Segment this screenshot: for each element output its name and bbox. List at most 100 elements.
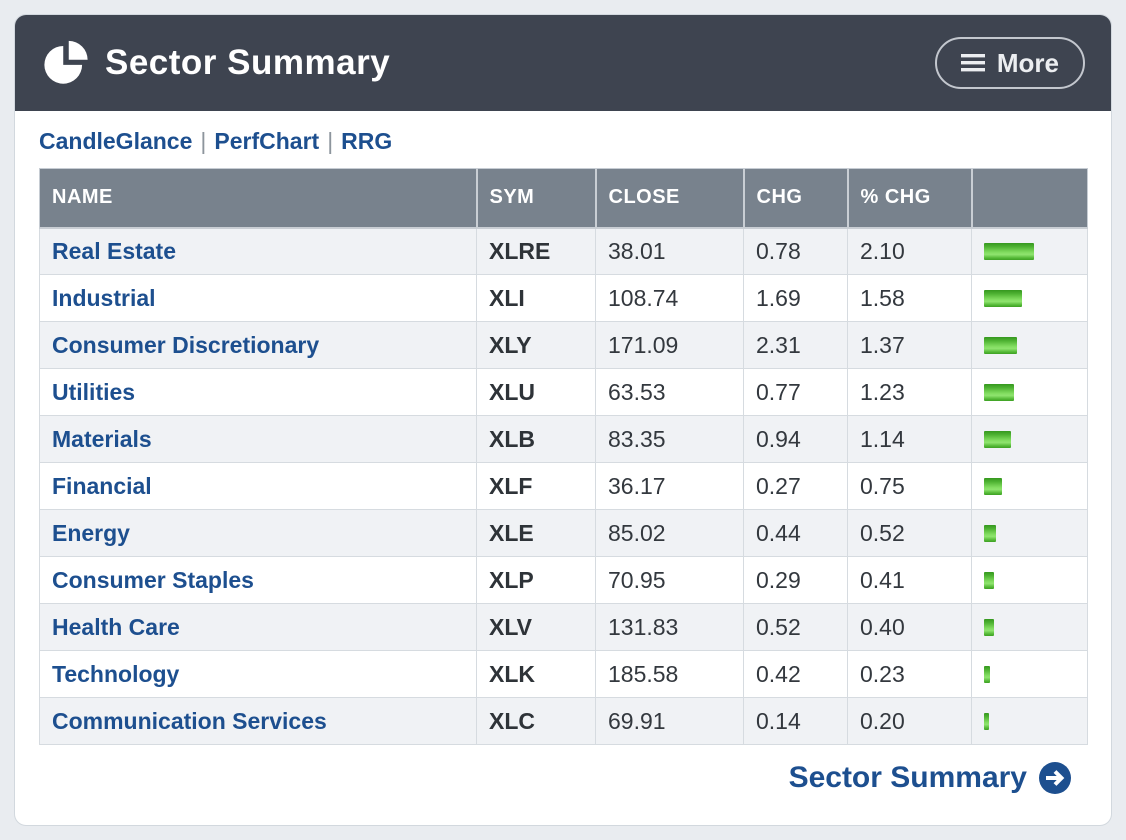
- bar-cell: [971, 603, 1088, 651]
- quicklinks-bar: CandleGlance | PerfChart | RRG: [15, 111, 1111, 168]
- table-row: Energy XLE 85.02 0.44 0.52: [39, 509, 1088, 557]
- symbol-cell: XLF: [476, 462, 596, 510]
- sector-name-cell: Financial: [39, 462, 477, 510]
- widget-header: Sector Summary More: [15, 15, 1111, 111]
- link-separator: |: [327, 128, 334, 154]
- close-cell: 171.09: [595, 321, 744, 369]
- sector-name-link[interactable]: Consumer Staples: [52, 566, 254, 593]
- close-cell: 131.83: [595, 603, 744, 651]
- sector-name-link[interactable]: Industrial: [52, 284, 156, 311]
- pct-chg-cell: 1.14: [847, 415, 972, 463]
- hamburger-menu-icon: [960, 54, 985, 72]
- symbol-cell: XLV: [476, 603, 596, 651]
- chg-cell: 0.44: [743, 509, 848, 557]
- pct-chg-bar: [984, 477, 1002, 495]
- pct-chg-bar: [984, 336, 1017, 354]
- footer-link-label: Sector Summary: [788, 761, 1027, 794]
- symbol-cell: XLK: [476, 650, 596, 698]
- bar-cell: [971, 274, 1088, 322]
- sector-name-cell: Technology: [39, 650, 477, 698]
- symbol-cell: XLP: [476, 556, 596, 604]
- sector-name-link[interactable]: Consumer Discretionary: [52, 331, 320, 358]
- close-cell: 108.74: [595, 274, 744, 322]
- sector-summary-footer-link[interactable]: Sector Summary: [789, 761, 1071, 795]
- pct-chg-cell: 1.58: [847, 274, 972, 322]
- table-row: Materials XLB 83.35 0.94 1.14: [39, 415, 1088, 463]
- table-row: Real Estate XLRE 38.01 0.78 2.10: [39, 227, 1088, 275]
- pct-chg-cell: 0.20: [847, 697, 972, 745]
- table-row: Utilities XLU 63.53 0.77 1.23: [39, 368, 1088, 416]
- sector-name-link[interactable]: Health Care: [52, 613, 180, 640]
- pct-chg-bar: [984, 712, 989, 730]
- pct-chg-bar: [984, 618, 994, 636]
- chg-cell: 0.14: [743, 697, 848, 745]
- sector-name-link[interactable]: Technology: [52, 660, 180, 687]
- table-row: Consumer Discretionary XLY 171.09 2.31 1…: [39, 321, 1088, 369]
- pct-chg-cell: 0.52: [847, 509, 972, 557]
- chg-cell: 2.31: [743, 321, 848, 369]
- bar-cell: [971, 462, 1088, 510]
- sector-name-link[interactable]: Real Estate: [52, 237, 177, 264]
- pct-chg-cell: 1.37: [847, 321, 972, 369]
- sector-name-cell: Energy: [39, 509, 477, 557]
- pct-chg-bar: [984, 242, 1034, 260]
- sector-name-link[interactable]: Communication Services: [52, 707, 327, 734]
- pct-chg-bar: [984, 430, 1011, 448]
- close-cell: 69.91: [595, 697, 744, 745]
- more-button-label: More: [996, 47, 1059, 78]
- close-cell: 185.58: [595, 650, 744, 698]
- column-header-chg: CHG: [742, 168, 849, 229]
- symbol-cell: XLE: [476, 509, 596, 557]
- chg-cell: 1.69: [743, 274, 848, 322]
- close-cell: 36.17: [595, 462, 744, 510]
- chg-cell: 0.52: [743, 603, 848, 651]
- perfchart-link[interactable]: PerfChart: [214, 128, 320, 154]
- symbol-cell: XLC: [476, 697, 596, 745]
- chg-cell: 0.42: [743, 650, 848, 698]
- sector-name-cell: Industrial: [39, 274, 477, 322]
- sector-name-cell: Communication Services: [39, 697, 477, 745]
- column-header-pct-chg: % CHG: [846, 168, 973, 229]
- bar-cell: [971, 227, 1088, 275]
- symbol-cell: XLU: [476, 368, 596, 416]
- sector-name-cell: Materials: [39, 415, 477, 463]
- candleglance-link[interactable]: CandleGlance: [39, 128, 193, 154]
- sector-name-link[interactable]: Financial: [52, 472, 152, 499]
- table-row: Consumer Staples XLP 70.95 0.29 0.41: [39, 556, 1088, 604]
- table-row: Technology XLK 185.58 0.42 0.23: [39, 650, 1088, 698]
- rrg-link[interactable]: RRG: [341, 128, 393, 154]
- bar-cell: [971, 697, 1088, 745]
- sector-name-link[interactable]: Energy: [52, 519, 130, 546]
- pct-chg-cell: 0.23: [847, 650, 972, 698]
- table-row: Communication Services XLC 69.91 0.14 0.…: [39, 697, 1088, 745]
- bar-cell: [971, 368, 1088, 416]
- pct-chg-bar: [984, 571, 994, 589]
- table-row: Industrial XLI 108.74 1.69 1.58: [39, 274, 1088, 322]
- bar-cell: [971, 509, 1088, 557]
- pct-chg-bar: [984, 524, 996, 542]
- sector-name-link[interactable]: Utilities: [52, 378, 136, 405]
- sector-name-link[interactable]: Materials: [52, 425, 152, 452]
- pct-chg-cell: 0.41: [847, 556, 972, 604]
- column-header-bar: [970, 168, 1088, 229]
- close-cell: 63.53: [595, 368, 744, 416]
- widget-footer: Sector Summary: [15, 745, 1111, 795]
- pct-chg-bar: [984, 665, 990, 683]
- close-cell: 70.95: [595, 556, 744, 604]
- more-button[interactable]: More: [934, 37, 1085, 89]
- symbol-cell: XLRE: [476, 227, 596, 275]
- table-row: Financial XLF 36.17 0.27 0.75: [39, 462, 1088, 510]
- symbol-cell: XLI: [476, 274, 596, 322]
- symbol-cell: XLY: [476, 321, 596, 369]
- chg-cell: 0.77: [743, 368, 848, 416]
- close-cell: 83.35: [595, 415, 744, 463]
- chg-cell: 0.78: [743, 227, 848, 275]
- pct-chg-bar: [984, 383, 1014, 401]
- pct-chg-bar: [984, 289, 1022, 307]
- bar-cell: [971, 415, 1088, 463]
- chg-cell: 0.27: [743, 462, 848, 510]
- bar-cell: [971, 556, 1088, 604]
- pie-chart-icon: [44, 40, 88, 84]
- widget-title: Sector Summary: [105, 43, 391, 82]
- arrow-right-circle-icon: [1039, 762, 1071, 794]
